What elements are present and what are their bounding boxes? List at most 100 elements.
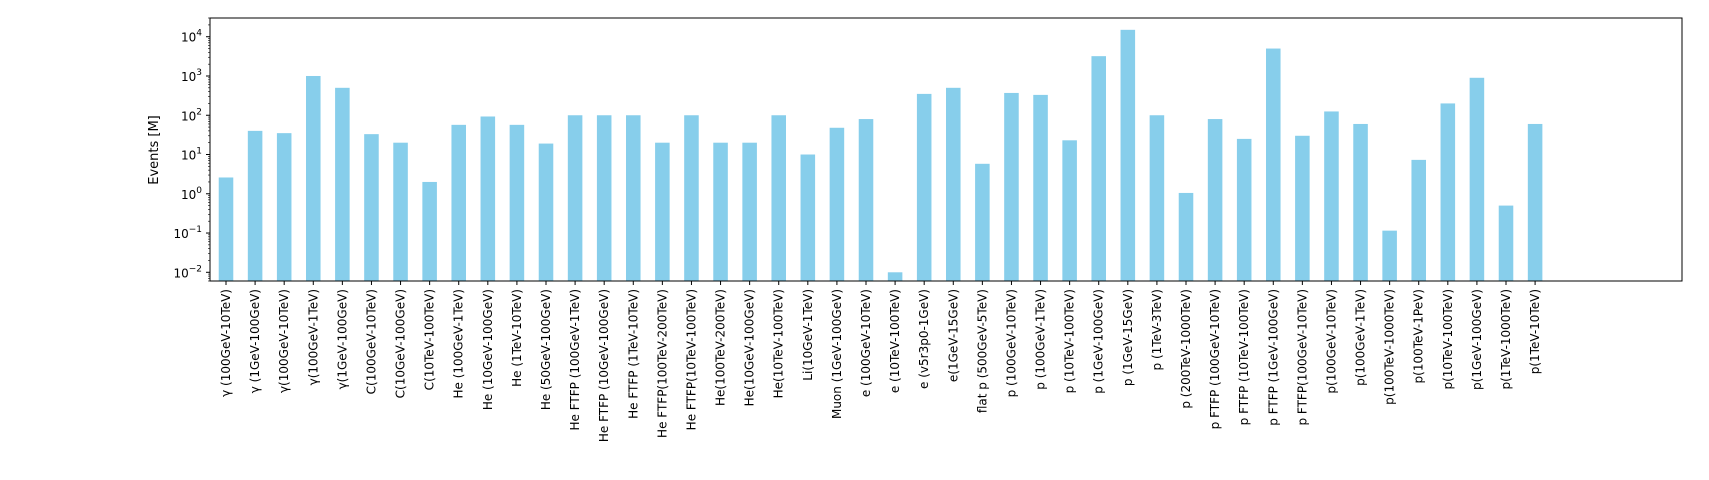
bar-5 — [364, 134, 379, 281]
x-tick-label-30: p (1GeV-100GeV) — [1092, 289, 1106, 394]
x-tick-label-29: p (10TeV-100TeV) — [1063, 289, 1077, 393]
bar-31 — [1120, 29, 1136, 281]
bar-2 — [276, 133, 292, 281]
bars-group — [218, 29, 1543, 282]
y-tick-label-2: 100 — [181, 186, 202, 202]
x-tick-label-38: p(100GeV-10TeV) — [1324, 289, 1338, 394]
bar-8 — [451, 124, 466, 281]
bar-3 — [306, 75, 321, 282]
bar-1 — [247, 130, 263, 281]
x-tick-label-7: C(10TeV-100TeV) — [423, 289, 437, 390]
x-tick-label-4: γ(1GeV-100GeV) — [335, 289, 349, 389]
bar-28 — [1033, 94, 1048, 281]
x-tick-label-26: flat p (500GeV-5TeV) — [975, 289, 989, 413]
y-axis-label: Events [M] — [147, 115, 162, 185]
bar-19 — [771, 115, 786, 281]
bar-39 — [1353, 123, 1368, 282]
x-tick-label-6: C(10GeV-100GeV) — [394, 289, 408, 398]
x-tick-label-20: Li(10GeV-1TeV) — [801, 289, 815, 381]
bar-27 — [1004, 92, 1019, 281]
y-tick-label-5: 103 — [181, 68, 202, 84]
bar-11 — [538, 143, 554, 281]
x-tick-label-23: e (10TeV-100TeV) — [888, 289, 902, 393]
y-axis: 10−2 10−1 100 101 102 103 104 — [173, 17, 210, 282]
x-tick-label-0: γ (100GeV-10TeV) — [219, 289, 233, 397]
x-tick-label-11: He (50GeV-100GeV) — [539, 289, 553, 410]
x-tick-label-9: He (10GeV-100GeV) — [481, 289, 495, 410]
x-tick-label-36: p FTFP (1GeV-100GeV) — [1266, 289, 1280, 426]
x-tick-label-40: p(100TeV-1000TeV) — [1383, 289, 1397, 405]
x-tick-label-33: p (200TeV-1000TeV) — [1179, 289, 1193, 409]
bar-20 — [800, 154, 816, 281]
x-tick-label-17: He(100TeV-200TeV) — [714, 289, 728, 406]
x-tick-label-21: Muon (1GeV-100GeV) — [830, 289, 844, 419]
x-tick-label-2: γ(100GeV-10TeV) — [277, 289, 291, 393]
plot-frame — [209, 17, 1683, 282]
x-tick-label-28: p (100GeV-1TeV) — [1034, 289, 1048, 390]
bar-38 — [1324, 111, 1339, 281]
bar-44 — [1498, 205, 1514, 281]
bar-26 — [975, 163, 990, 281]
bar-37 — [1295, 135, 1310, 281]
x-tick-label-22: e (100GeV-10TeV) — [859, 289, 873, 397]
x-tick-label-3: γ(100GeV-1TeV) — [306, 289, 320, 385]
bar-0 — [218, 177, 234, 281]
bar-4 — [335, 87, 350, 281]
bar-35 — [1236, 138, 1252, 281]
x-tick-label-34: p FTFP (100GeV-10TeV) — [1208, 289, 1222, 429]
x-tick-label-31: p (1GeV-15GeV) — [1121, 289, 1135, 386]
bar-40 — [1382, 230, 1397, 281]
bar-45 — [1527, 123, 1543, 282]
bar-29 — [1062, 140, 1077, 281]
x-tick-label-24: e (v5r3p0-1GeV) — [917, 289, 931, 389]
bar-42 — [1440, 103, 1456, 282]
bar-43 — [1469, 77, 1485, 281]
bar-33 — [1178, 192, 1194, 281]
y-tick-label-0: 10−2 — [173, 264, 202, 280]
bar-16 — [684, 115, 699, 281]
bar-13 — [596, 115, 612, 281]
x-tick-label-42: p(10TeV-100TeV) — [1441, 289, 1455, 390]
bar-9 — [480, 116, 496, 282]
x-tick-label-45: p(1TeV-10TeV) — [1528, 289, 1542, 374]
bar-10 — [509, 124, 525, 281]
bar-22 — [858, 119, 874, 281]
bar-41 — [1411, 159, 1426, 281]
x-tick-label-12: He FTFP (100GeV-1TeV) — [568, 289, 582, 431]
x-tick-label-19: He(10TeV-100TeV) — [772, 289, 786, 398]
x-tick-label-14: He FTFP (1TeV-10TeV) — [626, 289, 640, 419]
x-tick-label-1: γ (1GeV-100GeV) — [248, 289, 262, 393]
bar-6 — [393, 142, 408, 281]
x-tick-label-41: p(100TeV-1PeV) — [1412, 289, 1426, 383]
x-tick-label-27: p (100GeV-10TeV) — [1004, 289, 1018, 397]
x-tick-label-25: e(1GeV-15GeV) — [946, 289, 960, 382]
x-tick-label-43: p(1GeV-100GeV) — [1470, 289, 1484, 390]
y-tick-label-3: 101 — [181, 147, 202, 163]
x-axis: γ (100GeV-10TeV) γ (1GeV-100GeV) γ(100GeV-… — [219, 281, 1542, 442]
x-tick-label-44: p(1TeV-1000TeV) — [1499, 289, 1513, 390]
x-tick-label-37: p FTFP(100GeV-10TeV) — [1295, 289, 1309, 426]
bar-25 — [946, 87, 961, 281]
bar-7 — [422, 181, 437, 281]
bar-24 — [916, 93, 932, 281]
x-tick-label-8: He (100GeV-1TeV) — [452, 289, 466, 399]
bar-15 — [655, 142, 670, 281]
y-tick-label-6: 104 — [181, 29, 202, 45]
y-tick-label-1: 10−1 — [173, 225, 202, 241]
bar-23 — [887, 272, 903, 281]
y-tick-label-4: 102 — [181, 107, 202, 123]
bar-18 — [742, 142, 757, 281]
x-tick-label-16: He FTFP(10TeV-100TeV) — [684, 289, 698, 430]
bar-34 — [1207, 119, 1223, 281]
bar-21 — [829, 127, 845, 282]
bar-32 — [1149, 115, 1165, 281]
bar-36 — [1266, 48, 1281, 281]
bar-30 — [1091, 56, 1106, 281]
x-tick-label-18: He(10GeV-100GeV) — [743, 289, 757, 406]
bar-12 — [567, 115, 583, 281]
x-tick-label-10: He (1TeV-10TeV) — [510, 289, 524, 387]
x-tick-label-5: C(100GeV-10TeV) — [364, 289, 378, 394]
x-tick-label-35: p FTFP (10TeV-100TeV) — [1237, 289, 1251, 425]
bar-14 — [626, 115, 641, 281]
